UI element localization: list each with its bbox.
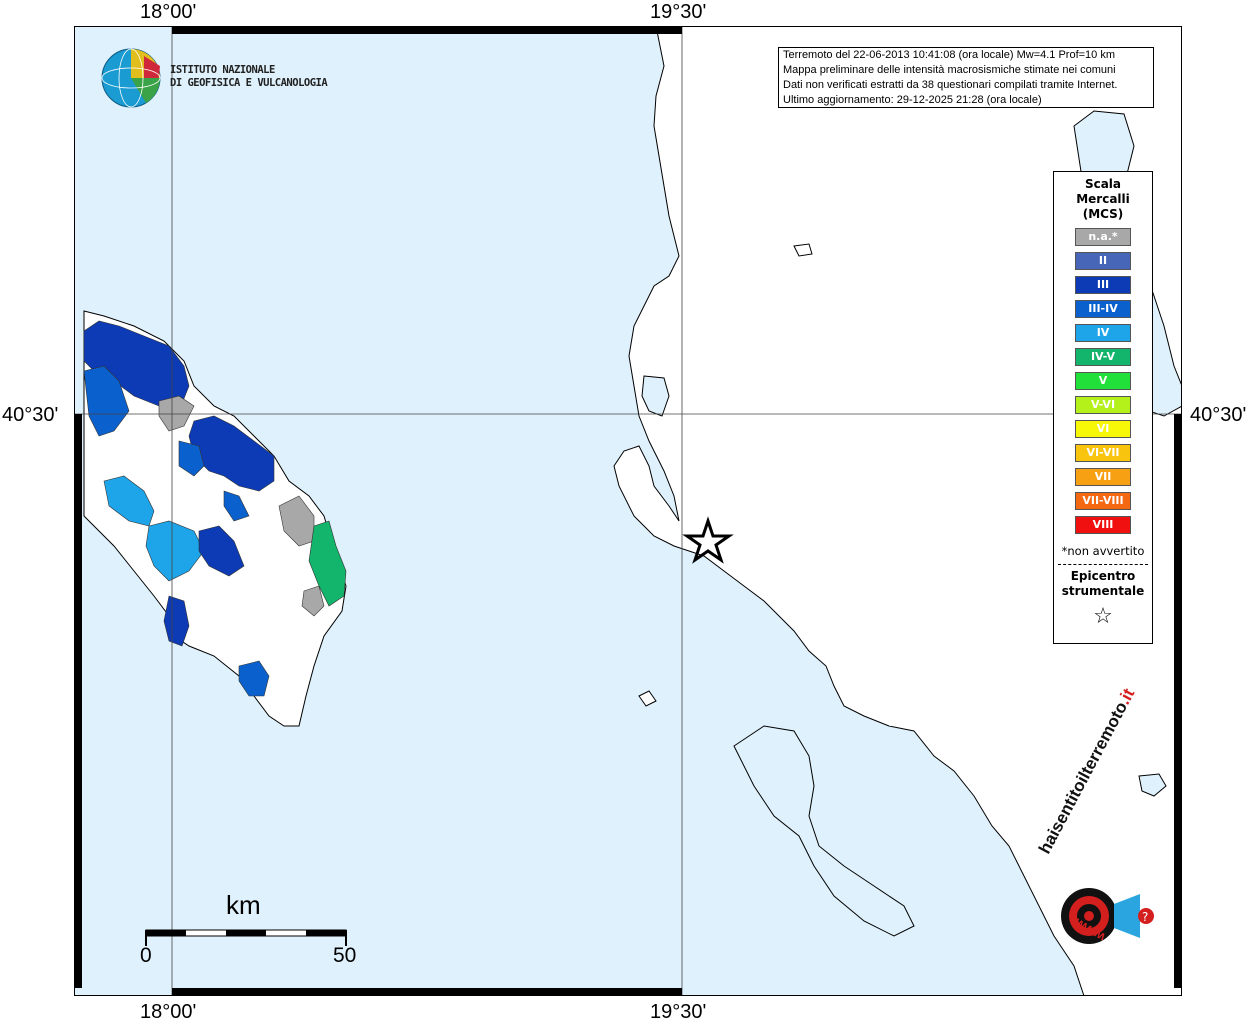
comune-iv-v-1 xyxy=(308,520,347,607)
legend-epicenter-title: Epicentro strumentale xyxy=(1054,569,1152,599)
comune-iii-iv-4 xyxy=(238,660,270,697)
legend-note: *non avvertito xyxy=(1061,544,1145,558)
comune-na-3 xyxy=(301,585,325,617)
legend-item-n-a: n.a.* xyxy=(1075,228,1131,246)
island-small-2 xyxy=(793,243,813,257)
legend-item-ii: II xyxy=(1075,252,1131,270)
frame-left-bar xyxy=(74,414,82,988)
lon-label-top-1800: 18°00' xyxy=(140,1,197,23)
lat-label-right-4030: 40°30' xyxy=(1190,404,1247,426)
legend-separator xyxy=(1058,564,1148,565)
scale-start-label: 0 xyxy=(140,944,152,967)
island-small-3 xyxy=(638,690,657,707)
comune-iii-iv-3 xyxy=(223,490,250,522)
legend-epicenter-line-2: strumentale xyxy=(1061,584,1145,598)
legend-item-viii: VIII xyxy=(1075,516,1131,534)
lon-label-bottom-1800: 18°00' xyxy=(140,1001,197,1023)
comune-iii-4 xyxy=(163,595,190,647)
ingv-logo-text: ISTITUTO NAZIONALE DI GEOFISICA E VULCAN… xyxy=(170,64,328,90)
salento-land xyxy=(83,310,347,727)
info-line-3: Dati non verificati estratti da 38 quest… xyxy=(783,79,1118,91)
legend-item-iv-v: IV-V xyxy=(1075,348,1131,366)
island-small-1 xyxy=(1138,773,1167,797)
legend-item-iii-iv: III-IV xyxy=(1075,300,1131,318)
comune-iii-iv-2 xyxy=(178,440,205,477)
info-line-4: Ultimo aggiornamento: 29-12-2025 21:28 (… xyxy=(783,94,1042,106)
lat-label-left-4030: 40°30' xyxy=(2,404,59,426)
balkan-land xyxy=(613,26,1182,996)
scale-end-label: 50 xyxy=(333,944,357,967)
frame-top-bar xyxy=(172,26,682,34)
frame-outline xyxy=(74,26,1182,996)
legend-title: Scala Mercalli (MCS) xyxy=(1054,177,1152,222)
legend-item-v: V xyxy=(1075,372,1131,390)
lon-label-bottom-1930: 19°30' xyxy=(650,1001,707,1023)
map-frame: ? xyxy=(74,26,1182,996)
comune-iv-2 xyxy=(145,520,205,582)
ingv-line-1: ISTITUTO NAZIONALE xyxy=(170,64,275,76)
svg-text:?: ? xyxy=(1142,910,1148,924)
bay-vlora xyxy=(733,725,915,937)
ingv-line-2: DI GEOFISICA E VULCANOLOGIA xyxy=(170,77,328,89)
comune-na-1 xyxy=(158,395,195,432)
epicenter-star xyxy=(682,516,734,564)
legend-star-icon: ☆ xyxy=(1093,604,1113,629)
haisentito-target-icon: ? xyxy=(1061,888,1154,944)
legend-item-iii: III xyxy=(1075,276,1131,294)
legend-title-line-3: (MCS) xyxy=(1082,207,1124,221)
comune-iii-3 xyxy=(198,525,245,577)
frame-right-bar xyxy=(1174,414,1182,988)
map-canvas[interactable]: ? xyxy=(74,26,1182,996)
legend-item-v-vi: V-VI xyxy=(1075,396,1131,414)
legend-epicenter-line-1: Epicentro xyxy=(1070,569,1136,583)
legend-item-vii-viii: VII-VIII xyxy=(1075,492,1131,510)
earthquake-info-box: Terremoto del 22-06-2013 10:41:08 (ora l… xyxy=(778,47,1154,108)
scale-unit-label: km xyxy=(226,890,261,920)
mcs-legend: Scala Mercalli (MCS) n.a.* II III III-IV IV I… xyxy=(1053,171,1153,644)
comune-iii-iv-1 xyxy=(83,365,130,437)
legend-title-line-2: Mercalli xyxy=(1076,192,1130,206)
legend-item-iv: IV xyxy=(1075,324,1131,342)
lon-label-top-1930: 19°30' xyxy=(650,1,707,23)
legend-item-vii: VII xyxy=(1075,468,1131,486)
legend-item-vi: VI xyxy=(1075,420,1131,438)
comune-iv-1 xyxy=(103,475,155,527)
legend-item-vi-vii: VI-VII xyxy=(1075,444,1131,462)
info-line-1: Terremoto del 22-06-2013 10:41:08 (ora l… xyxy=(783,49,1116,61)
lagoon-north xyxy=(641,375,670,417)
legend-title-line-1: Scala xyxy=(1084,177,1122,191)
legend-items: n.a.* II III III-IV IV IV-V V V-VI VI VI-VII VII VI… xyxy=(1054,228,1152,534)
frame-bottom-bar xyxy=(172,988,682,996)
scale-bar xyxy=(145,929,347,946)
ingv-logo-globe-icon xyxy=(101,48,161,108)
info-line-2: Mappa preliminare delle intensità macros… xyxy=(783,64,1116,76)
